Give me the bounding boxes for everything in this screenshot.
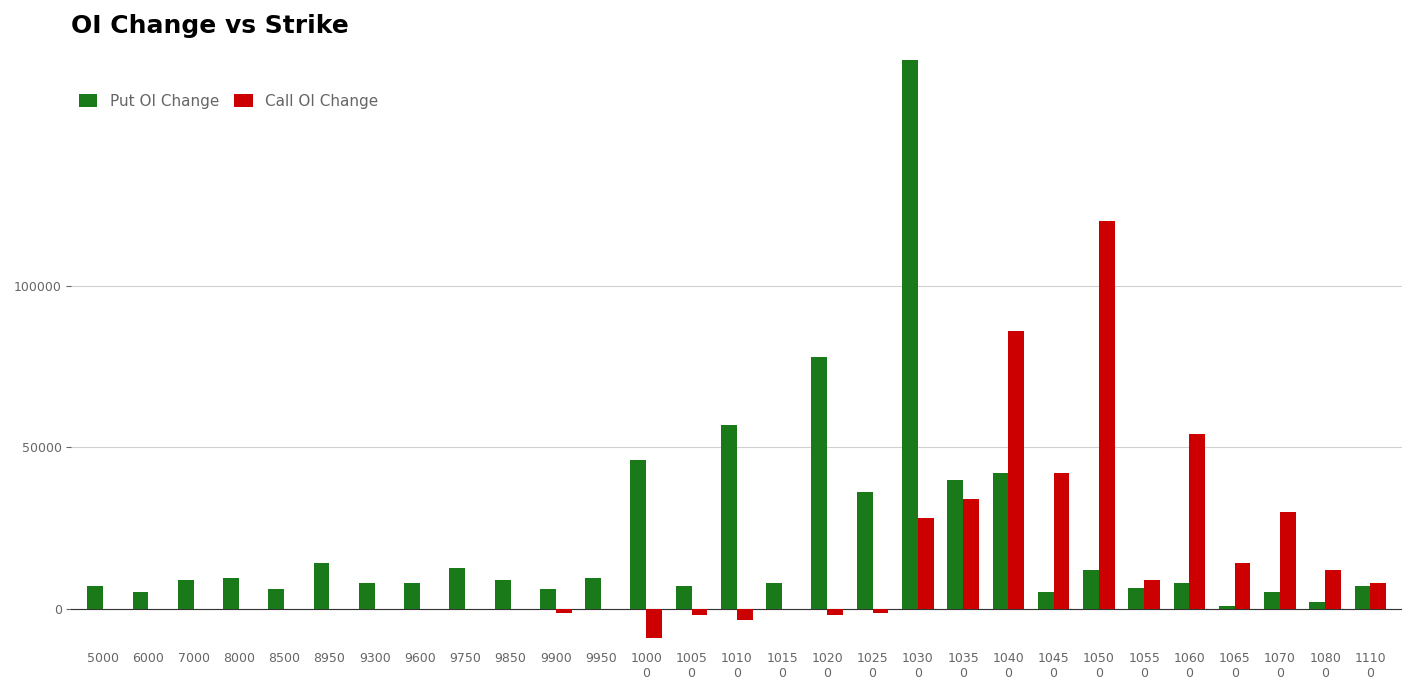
Bar [1083,570,1099,609]
Bar [872,609,888,613]
Bar [539,589,555,609]
Bar [1008,331,1024,609]
Bar [1099,221,1114,609]
Bar [585,578,600,609]
Bar [449,568,466,609]
Bar [630,460,646,609]
Bar [1144,579,1160,609]
Bar [1280,511,1296,609]
Bar [313,564,330,609]
Legend: Put OI Change, Call OI Change: Put OI Change, Call OI Change [79,94,378,109]
Bar [675,586,691,609]
Bar [811,357,827,609]
Bar [1219,606,1235,609]
Bar [358,583,375,609]
Bar [918,518,933,609]
Bar [1371,583,1386,609]
Bar [857,493,872,609]
Bar [133,593,149,609]
Bar [1325,570,1341,609]
Bar [993,473,1008,609]
Bar [963,499,978,609]
Bar [1189,434,1205,609]
Bar [827,609,843,615]
Bar [1054,473,1069,609]
Bar [1129,588,1144,609]
Bar [1235,564,1250,609]
Bar [178,579,194,609]
Bar [269,589,285,609]
Text: OI Change vs Strike: OI Change vs Strike [71,14,350,38]
Bar [224,578,239,609]
Bar [494,579,511,609]
Bar [1174,583,1189,609]
Bar [766,583,782,609]
Bar [1264,593,1280,609]
Bar [902,60,918,609]
Bar [1038,593,1054,609]
Bar [1310,602,1325,609]
Bar [88,586,103,609]
Bar [736,609,753,620]
Bar [721,425,736,609]
Bar [646,609,663,638]
Bar [404,583,421,609]
Bar [691,609,708,615]
Bar [1355,586,1371,609]
Bar [555,609,572,613]
Bar [947,480,963,609]
